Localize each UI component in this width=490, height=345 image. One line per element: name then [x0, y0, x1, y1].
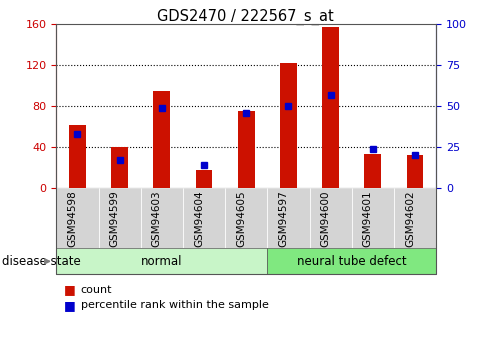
Bar [280, 63, 297, 188]
Bar [196, 170, 213, 188]
Text: GSM94598: GSM94598 [68, 190, 77, 247]
Text: percentile rank within the sample: percentile rank within the sample [81, 300, 269, 310]
Text: GSM94600: GSM94600 [320, 190, 331, 247]
Text: GSM94599: GSM94599 [110, 190, 120, 247]
Text: GSM94604: GSM94604 [194, 190, 204, 247]
Bar [365, 154, 381, 188]
Text: neural tube defect: neural tube defect [297, 255, 407, 268]
Bar [407, 155, 423, 188]
Text: disease state: disease state [2, 255, 81, 268]
Bar [322, 27, 339, 188]
Text: ■: ■ [64, 299, 75, 312]
Text: GSM94602: GSM94602 [405, 190, 415, 247]
Bar [111, 147, 128, 188]
Bar [69, 125, 86, 188]
Bar [153, 91, 171, 188]
Text: GDS2470 / 222567_s_at: GDS2470 / 222567_s_at [157, 9, 333, 25]
Bar [238, 111, 255, 188]
Text: GSM94605: GSM94605 [236, 190, 246, 247]
Text: normal: normal [141, 255, 183, 268]
Text: count: count [81, 285, 112, 295]
Text: GSM94603: GSM94603 [152, 190, 162, 247]
Text: ■: ■ [64, 283, 75, 296]
Text: GSM94597: GSM94597 [278, 190, 289, 247]
Text: GSM94601: GSM94601 [363, 190, 373, 247]
